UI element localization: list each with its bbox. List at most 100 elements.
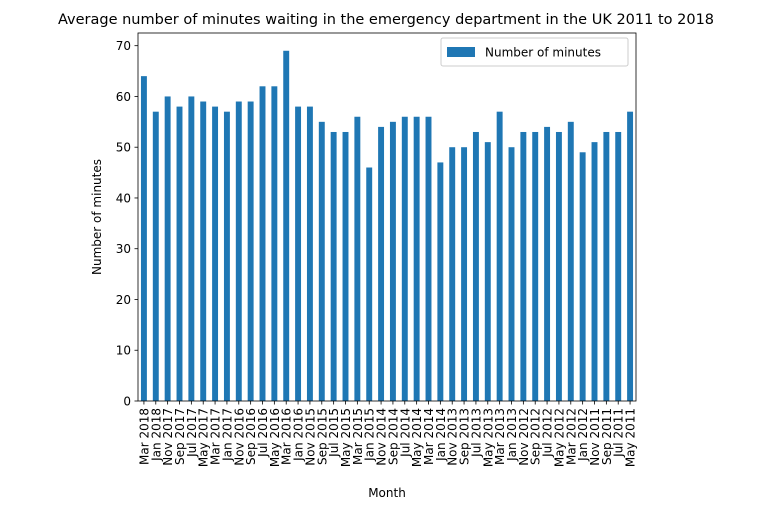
bar <box>366 167 373 401</box>
legend-label: Number of minutes <box>485 46 601 60</box>
x-tick-label: Jan 2015 <box>363 408 377 462</box>
bar <box>461 147 468 401</box>
bar <box>555 131 562 402</box>
x-tick-label: Nov 2011 <box>588 408 602 466</box>
bar <box>484 142 491 401</box>
bar <box>354 116 361 401</box>
bar <box>188 96 195 401</box>
bars <box>140 50 634 402</box>
x-tick-label: Jan 2013 <box>505 408 519 462</box>
x-tick-label: May 2017 <box>197 408 211 467</box>
y-tick-label: 20 <box>116 293 131 307</box>
bar <box>271 86 278 402</box>
x-tick-label: Nov 2012 <box>517 408 531 466</box>
chart-title: Average number of minutes waiting in the… <box>58 12 714 28</box>
bar <box>342 131 349 402</box>
bar <box>615 131 622 402</box>
bar <box>472 131 479 402</box>
x-tick-label: Sep 2013 <box>458 408 472 465</box>
bar <box>520 131 527 402</box>
y-tick-label: 60 <box>116 90 131 104</box>
x-tick-label: Nov 2017 <box>161 408 175 466</box>
bar <box>389 121 396 401</box>
x-tick-label: Sep 2016 <box>244 408 258 465</box>
x-tick-label: Mar 2012 <box>564 408 578 465</box>
x-tick-label: May 2013 <box>481 408 495 467</box>
x-tick-label: Jul 2012 <box>541 408 555 458</box>
x-tick-label: Jul 2016 <box>256 408 270 458</box>
x-tick-label: Jul 2014 <box>398 408 412 458</box>
bar <box>449 147 456 401</box>
x-tick-label: Jul 2017 <box>185 408 199 458</box>
x-tick-label: Mar 2013 <box>493 408 507 465</box>
x-tick-label: Sep 2011 <box>600 408 614 465</box>
bar <box>401 116 408 401</box>
y-tick-label: 40 <box>116 191 131 205</box>
bar <box>176 106 183 401</box>
x-tick-label: Sep 2014 <box>386 408 400 465</box>
x-tick-label: Nov 2016 <box>232 408 246 466</box>
x-tick-label: Jul 2013 <box>469 408 483 458</box>
bar <box>200 101 207 402</box>
bar <box>140 76 147 401</box>
bar <box>318 121 325 401</box>
bar <box>437 162 444 401</box>
x-tick-label: May 2015 <box>339 408 353 467</box>
bar <box>330 131 337 402</box>
x-tick-label: Sep 2017 <box>173 408 187 465</box>
x-tick-label: Nov 2013 <box>446 408 460 466</box>
bar <box>413 116 420 401</box>
bar <box>378 126 385 402</box>
bar <box>283 50 290 402</box>
x-tick-label: May 2014 <box>410 408 424 467</box>
bar <box>152 111 159 402</box>
bar <box>496 111 503 402</box>
bar <box>306 106 313 401</box>
bar <box>235 101 242 402</box>
legend-swatch <box>447 47 475 57</box>
x-axis-label: Month <box>368 486 406 500</box>
y-axis-ticks: 0 10 20 30 40 50 60 70 <box>116 39 138 409</box>
bar <box>567 121 574 401</box>
bar <box>508 147 515 401</box>
bar <box>247 101 254 402</box>
x-tick-label: Mar 2014 <box>422 408 436 465</box>
bar <box>425 116 432 401</box>
y-tick-label: 50 <box>116 141 131 155</box>
x-tick-label: Jul 2015 <box>327 408 341 458</box>
x-tick-label: Mar 2017 <box>209 408 223 465</box>
x-tick-label: May 2016 <box>268 408 282 467</box>
x-tick-label: Nov 2015 <box>303 408 317 466</box>
x-tick-label: Jan 2016 <box>292 408 306 462</box>
bar <box>544 126 551 402</box>
legend: Number of minutes <box>440 37 629 67</box>
legend-box <box>440 37 629 67</box>
x-tick-label: Sep 2012 <box>529 408 543 465</box>
x-tick-label: May 2012 <box>552 408 566 467</box>
bar <box>627 111 634 402</box>
bar <box>579 152 586 401</box>
y-tick-label: 70 <box>116 39 131 53</box>
bar <box>164 96 171 401</box>
x-tick-label: Jul 2011 <box>612 408 626 458</box>
x-tick-label: Jan 2014 <box>434 408 448 462</box>
bar <box>295 106 302 401</box>
bar <box>212 106 219 401</box>
x-tick-label: Nov 2014 <box>375 408 389 466</box>
bar <box>532 131 539 402</box>
y-tick-label: 0 <box>123 395 131 409</box>
y-tick-label: 30 <box>116 242 131 256</box>
x-tick-label: Mar 2015 <box>351 408 365 465</box>
x-tick-label: Mar 2016 <box>280 408 294 465</box>
x-tick-label: May 2011 <box>624 408 638 467</box>
bar <box>591 142 598 401</box>
y-axis-label: Number of minutes <box>90 159 104 275</box>
y-tick-label: 10 <box>116 344 131 358</box>
plot-area-frame <box>137 32 637 402</box>
bar <box>603 131 610 402</box>
bar <box>223 111 230 402</box>
x-tick-label: Sep 2015 <box>315 408 329 465</box>
x-tick-label: Mar 2018 <box>137 408 151 465</box>
